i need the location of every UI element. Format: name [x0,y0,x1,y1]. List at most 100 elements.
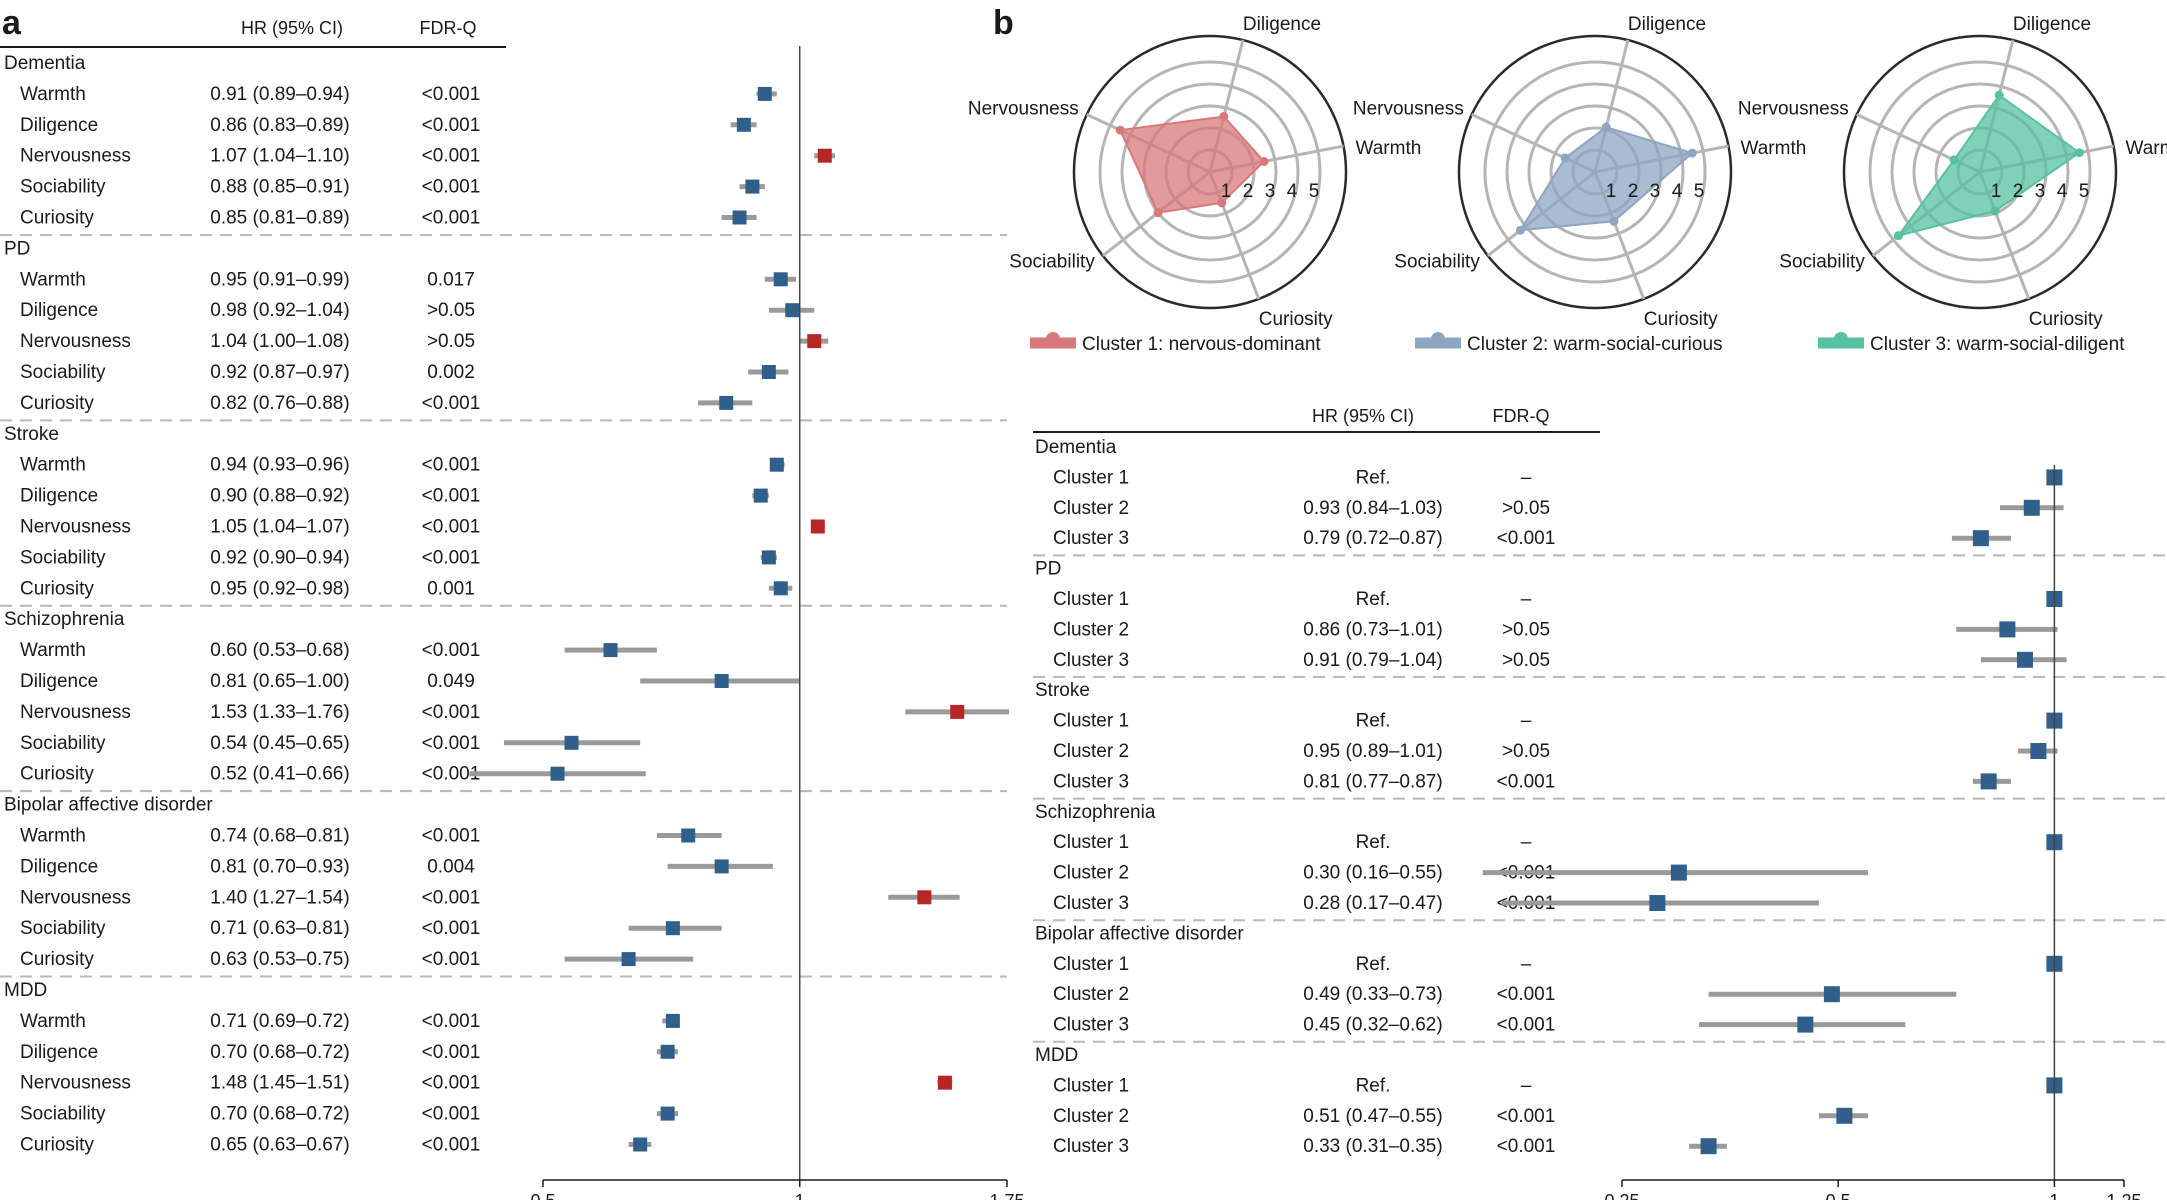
hr-marker [1999,621,2016,638]
hr-marker [769,457,784,472]
x-tick-label: 1.25 [2106,1191,2141,1200]
hr-marker [807,334,822,349]
x-tick-label: 1 [2049,1191,2059,1200]
row-hr-ci: 0.82 (0.76–0.88) [210,393,349,414]
row-label: Cluster 1 [1053,711,1129,732]
hr-marker [603,643,618,658]
row-fdr-q: – [1521,589,1532,610]
hr-marker [745,179,760,194]
row-hr-ci: 0.30 (0.16–0.55) [1303,863,1442,884]
row-hr-ci: 0.70 (0.68–0.72) [210,1042,349,1063]
row-fdr-q: 0.017 [427,269,475,290]
row-fdr-q: >0.05 [1502,650,1550,671]
row-fdr-q: <0.001 [422,949,481,970]
row-label: Warmth [20,455,86,476]
row-hr-ci: Ref. [1356,1075,1391,1096]
row-label: Cluster 1 [1053,467,1129,488]
row-hr-ci: Ref. [1356,832,1391,853]
row-hr-ci: 0.91 (0.79–1.04) [1303,650,1442,671]
radar-ring [1120,82,1300,262]
radar-series-area [1118,115,1266,214]
hr-marker [773,581,788,596]
row-label: Cluster 2 [1053,863,1129,884]
panel-b-header-hr: HR (95% CI) [1312,406,1414,426]
row-fdr-q: <0.001 [422,393,481,414]
hr-marker [785,303,800,318]
panel-a-header-hr: HR (95% CI) [241,18,343,38]
panel-b-forest: Dementia Cluster 1 Ref. – Cluster 2 0.93 (0.8… [1033,437,2167,1200]
group-label: PD [1035,559,1061,580]
row-label: Sociability [20,177,106,198]
radar-vertex [1219,111,1229,121]
radar-vertex [1115,125,1125,135]
radar-axis-label: Sociability [1394,252,1480,273]
legend-marker [1431,332,1445,346]
hr-marker [1823,986,1840,1003]
radar-ring-label: 4 [1287,181,1298,202]
row-label: Warmth [20,640,86,661]
row-fdr-q: – [1521,711,1532,732]
row-fdr-q: <0.001 [422,702,481,723]
radar-vertex [1949,155,1959,165]
row-fdr-q: >0.05 [427,300,475,321]
row-label: Cluster 1 [1053,1075,1129,1096]
radar-chart-cluster-1: 1 2 3 4 5 Warmth Diligence Nervousness Sociabili… [968,14,1421,330]
row-hr-ci: 0.70 (0.68–0.72) [210,1104,349,1125]
radar-ring-label: 2 [1628,181,1639,202]
radar-vertex [1994,90,2004,100]
hr-marker [660,1044,675,1059]
group-label: Dementia [1035,437,1117,458]
radar-ring [1890,82,2070,262]
hr-marker [633,1137,648,1152]
radar-ring [1483,60,1707,284]
row-label: Warmth [20,826,86,847]
radar-axis-label: Diligence [1628,14,1706,35]
row-fdr-q: <0.001 [422,1135,481,1156]
row-label: Cluster 3 [1053,1015,1129,1036]
radar-ring-label: 4 [1672,181,1683,202]
hr-marker [621,952,636,967]
row-fdr-q: <0.001 [422,208,481,229]
row-fdr-q: <0.001 [1497,1015,1556,1036]
row-label: Diligence [20,671,98,692]
row-hr-ci: 0.63 (0.53–0.75) [210,949,349,970]
radar-axis-label: Curiosity [1644,309,1718,330]
radar-ring-label: 1 [1221,181,1232,202]
row-fdr-q: <0.001 [422,640,481,661]
radar-vertex [1515,225,1525,235]
row-hr-ci: 0.54 (0.45–0.65) [210,733,349,754]
legend-marker [1046,332,1060,346]
row-fdr-q: 0.002 [427,362,475,383]
radar-axis-label: Nervousness [968,99,1079,120]
row-fdr-q: <0.001 [422,146,481,167]
row-label: Sociability [20,1104,106,1125]
row-hr-ci: 1.05 (1.04–1.07) [210,517,349,538]
row-fdr-q: – [1521,467,1532,488]
row-label: Warmth [20,269,86,290]
row-hr-ci: 0.74 (0.68–0.81) [210,826,349,847]
legend-label: Cluster 3: warm-social-diligent [1870,334,2125,355]
radar-axis-label: Diligence [2013,14,2091,35]
row-label: Sociability [20,547,106,568]
row-label: Nervousness [20,331,131,352]
hr-marker [1700,1138,1717,1155]
radar-axis-label: Nervousness [1353,99,1464,120]
radar-vertex [1609,216,1619,226]
radar-vertex [1259,157,1269,167]
radar-vertex [1894,231,1904,241]
radar-vertex [1560,153,1570,163]
row-label: Cluster 2 [1053,498,1129,519]
row-hr-ci: 1.48 (1.45–1.51) [210,1073,349,1094]
row-label: Cluster 2 [1053,984,1129,1005]
radar-ring-label: 4 [2057,181,2068,202]
hr-marker [681,828,696,843]
panel-a-letter: a [2,4,22,42]
hr-marker [757,86,772,101]
hr-marker [736,117,751,132]
radar-axis-label: Warmth [1356,138,1422,159]
row-hr-ci: 0.52 (0.41–0.66) [210,764,349,785]
row-fdr-q: <0.001 [422,918,481,939]
radar-vertex [1687,148,1697,158]
